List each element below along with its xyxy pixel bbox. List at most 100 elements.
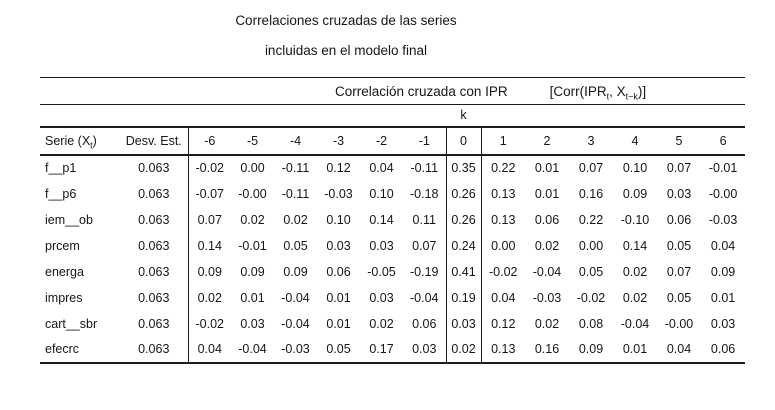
corr-value: -0.04: [238, 342, 267, 356]
corr-value: 0.01: [622, 342, 648, 356]
corr-value: -0.19: [410, 264, 439, 279]
corr-value: 0.03: [369, 290, 394, 305]
table-row: cart__sbr 0.063 -0.02 0.03 -0.04 0.01 0.02 0.06…: [40, 310, 745, 337]
corr-value: 0.14: [622, 238, 648, 253]
column-header-row: Serie (Xt) Desv. Est. -6 -5 -4 -3 -2 -1 0 1 2 3 4 5…: [40, 126, 746, 155]
serie-name: iem__ob: [45, 212, 93, 227]
lag-column-header: -1: [418, 133, 430, 148]
corr-value: 0.03: [369, 238, 394, 253]
corr-value: 0.03: [445, 310, 482, 337]
title-line-1: Correlaciones cruzadas de las series: [235, 13, 457, 28]
corr-value: -0.02: [187, 310, 231, 337]
corr-value: 0.00: [491, 238, 516, 253]
corr-value: 0.02: [534, 238, 560, 253]
corr-value: 0.04: [666, 342, 692, 356]
corr-value: 0.12: [491, 316, 516, 331]
corr-value: 0.10: [622, 161, 648, 175]
corr-value: 0.03: [326, 238, 351, 253]
table-row: f__p6 0.063 -0.07 -0.00 -0.11 -0.03 0.10 -0.18 0…: [40, 180, 745, 207]
corr-value: 0.03: [666, 186, 692, 201]
corr-value: 0.04: [369, 161, 394, 175]
corr-value: -0.03: [324, 186, 353, 201]
corr-value: 0.00: [578, 238, 604, 253]
desv-value: 0.063: [138, 186, 170, 201]
corr-value: 0.01: [710, 290, 736, 305]
group-header-cell: Correlación cruzada con IPR [Corr(IPRt, …: [40, 78, 745, 105]
corr-value: 0.22: [491, 161, 516, 175]
formula-part: [Corr(IPR: [549, 83, 607, 99]
desv-value: 0.063: [138, 238, 170, 253]
serie-column-header: Serie (Xt): [40, 127, 120, 155]
serie-name: f__p1: [45, 161, 77, 175]
desv-value: 0.063: [138, 316, 170, 331]
corr-value: 0.02: [622, 264, 648, 279]
corr-value: 0.09: [283, 264, 308, 279]
desv-value: 0.063: [138, 161, 170, 175]
corr-value: 0.03: [412, 342, 437, 356]
corr-value: -0.03: [281, 342, 310, 356]
corr-value: 0.35: [445, 154, 482, 181]
corr-value: 0.13: [491, 342, 516, 356]
corr-value: -0.11: [281, 186, 310, 201]
group-header-label: Correlación cruzada con IPR: [335, 83, 508, 99]
corr-value: -0.03: [708, 212, 738, 227]
corr-value: 0.02: [445, 336, 482, 363]
corr-value: 0.14: [369, 212, 394, 227]
corr-value: -0.01: [708, 161, 738, 175]
corr-value: 0.05: [578, 264, 604, 279]
desv-value: 0.063: [138, 264, 170, 279]
corr-value: -0.04: [620, 316, 650, 331]
corr-value: 0.09: [240, 264, 265, 279]
corr-value: 0.09: [622, 186, 648, 201]
corr-value: 0.11: [412, 212, 436, 227]
corr-value: 0.04: [187, 336, 231, 363]
corr-value: 0.04: [710, 238, 736, 253]
corr-value: 0.01: [326, 290, 351, 305]
formula-subscript-t-k: t−k: [625, 91, 638, 102]
corr-value: 0.03: [240, 316, 265, 331]
corr-value: 0.01: [326, 316, 351, 331]
corr-value: 0.02: [622, 290, 648, 305]
corr-value: 0.08: [578, 316, 604, 331]
desv-value: 0.063: [138, 290, 170, 305]
corr-value: 0.01: [240, 290, 265, 305]
corr-value: 0.06: [326, 264, 351, 279]
formula-part: , X: [609, 83, 626, 99]
serie-name: f__p6: [45, 186, 77, 201]
correlation-formula: [Corr(IPRt, Xt−k)]: [549, 83, 647, 102]
corr-value: 0.02: [534, 316, 560, 331]
corr-value: 0.06: [412, 316, 437, 331]
corr-value: -0.07: [187, 180, 231, 207]
corr-value: -0.03: [532, 290, 562, 305]
lag-column-header: 6: [719, 133, 727, 148]
corr-value: 0.05: [326, 342, 351, 356]
corr-value: -0.10: [620, 212, 650, 227]
corr-value: -0.05: [367, 264, 396, 279]
corr-value: -0.04: [410, 290, 439, 305]
corr-value: 0.05: [283, 238, 308, 253]
corr-value: -0.11: [410, 161, 439, 175]
serie-name: energa: [45, 264, 84, 279]
table-body: f__p1 0.063 -0.02 0.00 -0.11 0.12 0.04 -0.11 0.3…: [40, 154, 746, 363]
table-row: efecrc 0.063 0.04 -0.04 -0.03 0.05 0.17 0.03 0.0…: [40, 336, 745, 363]
empty-cell: [40, 105, 446, 127]
corr-value: 0.13: [491, 186, 516, 201]
group-header-row: Correlación cruzada con IPR [Corr(IPRt, …: [40, 77, 746, 105]
corr-value: -0.01: [238, 238, 267, 253]
corr-value: 0.26: [445, 206, 482, 233]
corr-value: 0.19: [445, 284, 482, 311]
lag-column-header: 2: [543, 133, 551, 148]
lag-column-header: 0: [445, 126, 482, 155]
lag-column-header: -6: [187, 126, 231, 155]
lag-column-header: 1: [499, 133, 507, 148]
corr-value: 0.06: [534, 212, 560, 227]
serie-name: prcem: [45, 238, 80, 253]
corr-value: 0.13: [491, 212, 516, 227]
corr-value: -0.00: [664, 316, 694, 331]
lag-column-header: -4: [289, 133, 302, 148]
corr-value: 0.24: [445, 232, 482, 259]
serie-header-text: ): [92, 133, 97, 148]
serie-header-subscript: t: [90, 140, 93, 150]
lag-column-header: -3: [332, 133, 345, 148]
corr-value: 0.26: [445, 180, 482, 207]
